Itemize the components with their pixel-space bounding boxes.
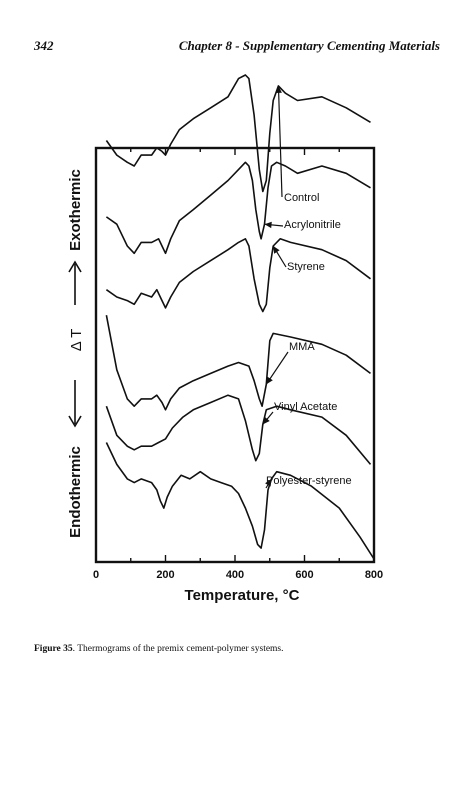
arrowhead-icon (264, 221, 272, 229)
chapter-title: Chapter 8 - Supplementary Cementing Mate… (178, 38, 440, 53)
y-axis-label-exothermic: Exothermic (67, 169, 84, 251)
y-axis-label-endothermic: Endothermic (67, 446, 84, 538)
arrowhead-icon (273, 246, 280, 254)
figure-caption-label: Figure 35 (34, 644, 73, 654)
y-axis-annotation: Exothermic Δ T Endothermic (67, 169, 85, 538)
x-tick-label: 600 (295, 569, 313, 581)
x-axis-ticks (95, 148, 375, 562)
arrowhead-icon (265, 478, 272, 487)
arrow-up-icon (68, 260, 82, 305)
series-line-polyester-styrene (105, 442, 375, 560)
series-line-mma (105, 315, 371, 411)
arrowhead-icon (266, 376, 273, 385)
y-axis-label-delta-t: Δ T (68, 329, 85, 352)
x-tick-label: 200 (156, 569, 174, 581)
series-label-polyester-styrene: Polyester-styrene (266, 475, 352, 487)
thermogram-curves (105, 74, 375, 560)
series-label-acrylonitrile: Acrylonitrile (284, 219, 341, 231)
figure-caption-text: . Thermograms of the premix cement-polym… (72, 644, 284, 654)
series-label-mma: MMA (289, 341, 315, 353)
series-label-styrene: Styrene (287, 261, 325, 273)
page-number: 342 (34, 38, 54, 53)
x-tick-label: 400 (226, 569, 244, 581)
arrow-down-icon (68, 380, 82, 428)
x-tick-label: 800 (365, 569, 383, 581)
x-tick-label: 0 (93, 569, 99, 581)
plot-frame (94, 146, 376, 564)
page-header: 342 Chapter 8 - Supplementary Cementing … (34, 38, 440, 56)
figure-caption: Figure 35. Thermograms of the premix cem… (34, 644, 440, 654)
arrowhead-icon (262, 416, 270, 425)
series-line-acrylonitrile (105, 161, 371, 255)
leader-line-control (277, 85, 283, 198)
series-line-styrene (105, 238, 371, 313)
series-line-vinyl-acetate (105, 394, 372, 465)
series-label-vinyl-acetate: Vinyl Acetate (274, 401, 337, 413)
x-axis-label: Temperature, °C (185, 587, 300, 604)
series-label-control: Control (284, 192, 319, 204)
arrowhead-icon (275, 85, 282, 93)
series-line-control (105, 74, 371, 193)
x-axis-tick-labels: 0 200 400 600 800 (93, 569, 383, 581)
series-labels: Control Acrylonitrile Styrene MMA Vinyl Acet… (262, 85, 352, 489)
